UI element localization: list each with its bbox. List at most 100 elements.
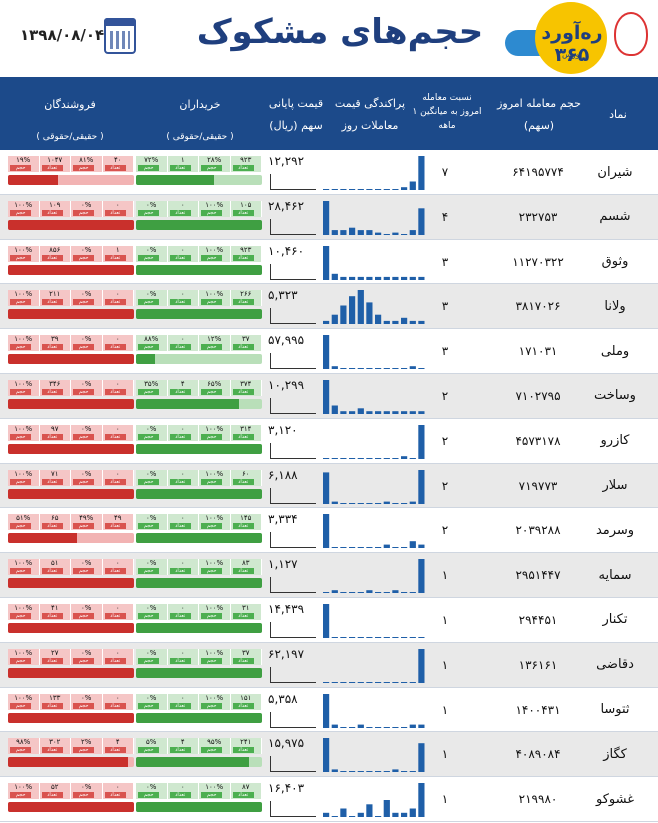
symbol[interactable]: غشوکو <box>595 791 635 807</box>
dispersion-bar <box>323 693 330 728</box>
buy-value: ۰ <box>180 693 185 702</box>
dispersion-bar <box>383 233 390 235</box>
buy-segment: ۳۵% حجم <box>136 379 168 396</box>
symbol[interactable]: دقاضی <box>596 657 634 673</box>
ratio: ۱ <box>441 747 449 762</box>
dispersion-bar <box>340 368 347 370</box>
table-row: ثتوسا ۱۴۰۰۴۳۱ ۱ ۵,۳۵۸ ۰% حجم ۰ تعداد ۱۰۰% حجم ۱۵۱ ت… <box>0 688 658 733</box>
buy-ratio-fill <box>136 354 155 365</box>
sell-segment: ۰ تعداد <box>102 424 134 441</box>
dispersion-bar <box>349 547 356 549</box>
dispersion-bar <box>392 636 399 638</box>
sell-seg-label: تعداد <box>104 388 126 395</box>
dispersion-bar <box>323 457 330 459</box>
sell-value: ۱۰۰% <box>14 245 33 254</box>
sell-segment: ۱۹% حجم <box>8 156 40 172</box>
sell-segment: ۰ تعداد <box>102 469 134 486</box>
dispersion-bar <box>418 208 425 235</box>
dispersion-bar <box>383 276 390 280</box>
symbol[interactable]: شسم <box>599 209 631 225</box>
dispersion-bar <box>375 232 382 235</box>
sell-seg-label: حجم <box>10 657 32 664</box>
sell-seg-label: تعداد <box>104 478 126 485</box>
symbol[interactable]: وملی <box>600 343 630 359</box>
data-table: شیران ۶۴۱۹۵۷۷۴ ۷ ۱۲,۲۹۲ ۷۲% حجم ۱ تعداد ۲۸% حجم ۹۲… <box>0 150 658 822</box>
sell-seg-label: حجم <box>10 568 32 575</box>
dispersion-bar <box>323 321 330 325</box>
symbol[interactable]: سمایه <box>598 567 632 583</box>
symbol[interactable]: شیران <box>597 164 633 180</box>
symbol[interactable]: وساخت <box>594 388 636 404</box>
dispersion-bar <box>401 771 408 773</box>
buy-value: ۱۰۰% <box>205 648 224 657</box>
sell-seg-label: حجم <box>73 657 95 664</box>
buyers-block: ۷۲% حجم ۱ تعداد ۲۸% حجم ۹۲۳ تعداد <box>136 156 262 190</box>
dispersion-bar <box>357 636 364 638</box>
buy-seg-label: حجم <box>201 523 223 530</box>
symbol[interactable]: کگاز <box>603 746 627 762</box>
sell-seg-label: حجم <box>73 388 95 395</box>
sell-seg-label: حجم <box>73 523 95 530</box>
table-row: دقاضی ۱۳۶۱۶۱ ۱ ۶۲,۱۹۷ ۰% حجم ۰ تعداد ۱۰۰% حجم ۳۷ تع… <box>0 642 658 688</box>
price-dispersion-chart <box>322 781 426 818</box>
dispersion-bar <box>323 514 330 549</box>
buy-value: ۰% <box>146 559 157 568</box>
buy-value: ۰ <box>180 290 185 299</box>
buyers-block: ۰% حجم ۰ تعداد ۱۰۰% حجم ۶۰ تعداد <box>136 469 262 504</box>
buy-value: ۳۷ <box>241 648 250 657</box>
sell-segment: ۷۱ تعداد <box>39 469 71 486</box>
buy-ratio-bar <box>136 219 262 230</box>
sellers-block: ۹۸% حجم ۳۰۲ تعداد ۲% حجم ۴ تعداد <box>8 738 134 772</box>
dispersion-bar <box>340 502 347 504</box>
price-dispersion-chart <box>322 199 426 235</box>
buy-segment: ۸۷ تعداد <box>230 783 262 800</box>
sell-seg-label: حجم <box>10 478 32 485</box>
sell-seg-label: تعداد <box>41 433 63 440</box>
dispersion-bar <box>392 411 399 414</box>
dispersion-bar <box>375 816 382 818</box>
dispersion-bar <box>409 366 416 370</box>
sell-segment: ۶۵ تعداد <box>39 514 71 531</box>
symbol[interactable]: وثوق <box>601 254 629 270</box>
buy-value: ۰ <box>180 424 185 433</box>
sell-value: ۰% <box>81 648 92 657</box>
dispersion-bar <box>401 502 408 504</box>
dispersion-bar <box>392 681 399 683</box>
buy-segment: ۹۲۳ تعداد <box>230 245 262 262</box>
buy-segment: ۵% حجم <box>136 738 168 755</box>
dispersion-bar <box>340 592 347 594</box>
dispersion-bar <box>357 368 364 370</box>
dispersion-bar <box>323 200 330 235</box>
buy-value: ۴ <box>180 738 185 747</box>
sellers-block: ۱۹% حجم ۱۰۴۷ تعداد ۸۱% حجم ۴۰ تعداد <box>8 156 134 190</box>
buy-segment: ۱۰۰% حجم <box>199 603 231 620</box>
dispersion-bar <box>418 368 425 370</box>
sell-segment: ۹۷ تعداد <box>39 424 71 441</box>
symbol[interactable]: ولانا <box>604 298 626 314</box>
symbol[interactable]: سلار <box>602 478 628 494</box>
dispersion-bar <box>340 636 347 638</box>
symbol[interactable]: تکنار <box>602 612 628 628</box>
buy-value: ۰% <box>146 469 157 478</box>
buy-seg-label: تعداد <box>169 747 191 754</box>
symbol[interactable]: ثتوسا <box>600 702 630 718</box>
sellers-block: ۱۰۰% حجم ۱۰۹ تعداد ۰% حجم ۰ تعداد <box>8 200 134 235</box>
symbol[interactable]: وسرمد <box>595 522 635 538</box>
buy-value: ۳۷ <box>241 335 250 344</box>
sell-segment: ۱۰۰% حجم <box>8 783 40 800</box>
buyers-block: ۰% حجم ۰ تعداد ۱۰۰% حجم ۸۷ تعداد <box>136 783 262 817</box>
sell-seg-label: تعداد <box>104 568 126 575</box>
table-row: کازرو ۴۵۷۳۱۷۸ ۲ ۳,۱۲۰ ۰% حجم ۰ تعداد ۱۰۰% حجم ۳۱۴ ت… <box>0 419 658 464</box>
buy-ratio-bar <box>136 802 262 813</box>
buy-value: ۶۰ <box>241 469 250 478</box>
buy-value: ۲۶۶ <box>240 290 252 299</box>
sell-segment: ۰ تعداد <box>102 603 134 620</box>
buy-seg-label: تعداد <box>232 433 254 440</box>
sell-seg-label: حجم <box>73 478 95 485</box>
volume: ۲۹۵۱۴۴۷ <box>515 568 561 583</box>
symbol[interactable]: کازرو <box>600 433 630 449</box>
dispersion-bar <box>418 559 425 594</box>
buy-segment: ۱۰۰% حجم <box>199 200 231 217</box>
close-price: ۶,۱۸۸ <box>268 467 298 482</box>
sell-value: ۵۱% <box>16 514 31 523</box>
